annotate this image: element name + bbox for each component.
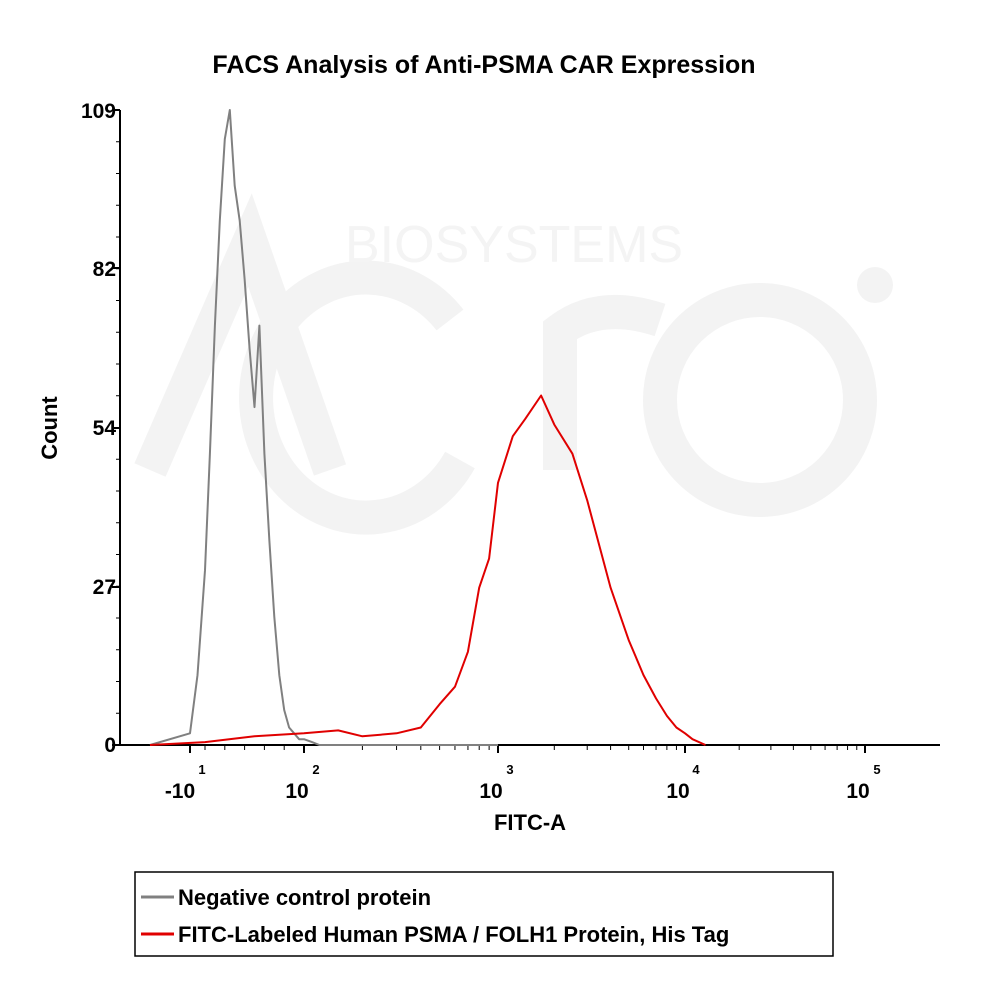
svg-text:BIOSYSTEMS: BIOSYSTEMS: [345, 216, 683, 274]
x-axis-label: FITC-A: [494, 810, 566, 835]
watermark-logo: BIOSYSTEMS: [134, 193, 893, 535]
x-tick-label: 10 2: [285, 762, 319, 803]
y-tick-labels: 0 27 54 82 109: [81, 100, 120, 757]
svg-text:10: 10: [666, 780, 689, 803]
x-tick-label: 10 5: [846, 762, 880, 803]
legend-item: FITC-Labeled Human PSMA / FOLH1 Protein,…: [141, 922, 729, 947]
legend: Negative control protein FITC-Labeled Hu…: [134, 871, 834, 957]
legend-item: Negative control protein: [141, 885, 431, 910]
y-tick-label: 109: [81, 100, 116, 123]
svg-text:2: 2: [312, 762, 319, 777]
x-tick-label: -10 1: [165, 762, 206, 803]
y-tick-label: 54: [93, 417, 117, 440]
y-tick-label: 27: [93, 576, 116, 599]
series-line-negative-control: [149, 109, 498, 746]
legend-label: Negative control protein: [178, 885, 431, 910]
x-minor-ticks: [189, 745, 866, 753]
svg-text:10: 10: [479, 780, 502, 803]
legend-label: FITC-Labeled Human PSMA / FOLH1 Protein,…: [178, 922, 729, 947]
y-axis-label: Count: [37, 396, 62, 460]
svg-text:5: 5: [873, 762, 880, 777]
x-tick-label: 10 3: [479, 762, 513, 803]
series-line-fitc-psma: [149, 394, 706, 746]
chart-title: FACS Analysis of Anti-PSMA CAR Expressio…: [212, 51, 755, 79]
svg-text:-10: -10: [165, 780, 195, 803]
y-tick-label: 82: [93, 258, 116, 281]
svg-text:10: 10: [846, 780, 869, 803]
svg-text:10: 10: [285, 780, 308, 803]
svg-text:1: 1: [198, 762, 205, 777]
y-tick-label: 0: [104, 734, 116, 757]
svg-text:3: 3: [506, 762, 513, 777]
svg-text:4: 4: [692, 762, 700, 777]
legend-box: [134, 871, 834, 957]
x-tick-labels: -10 1 10 2 10 3 10 4 10 5: [165, 762, 881, 803]
x-tick-label: 10 4: [666, 762, 700, 803]
